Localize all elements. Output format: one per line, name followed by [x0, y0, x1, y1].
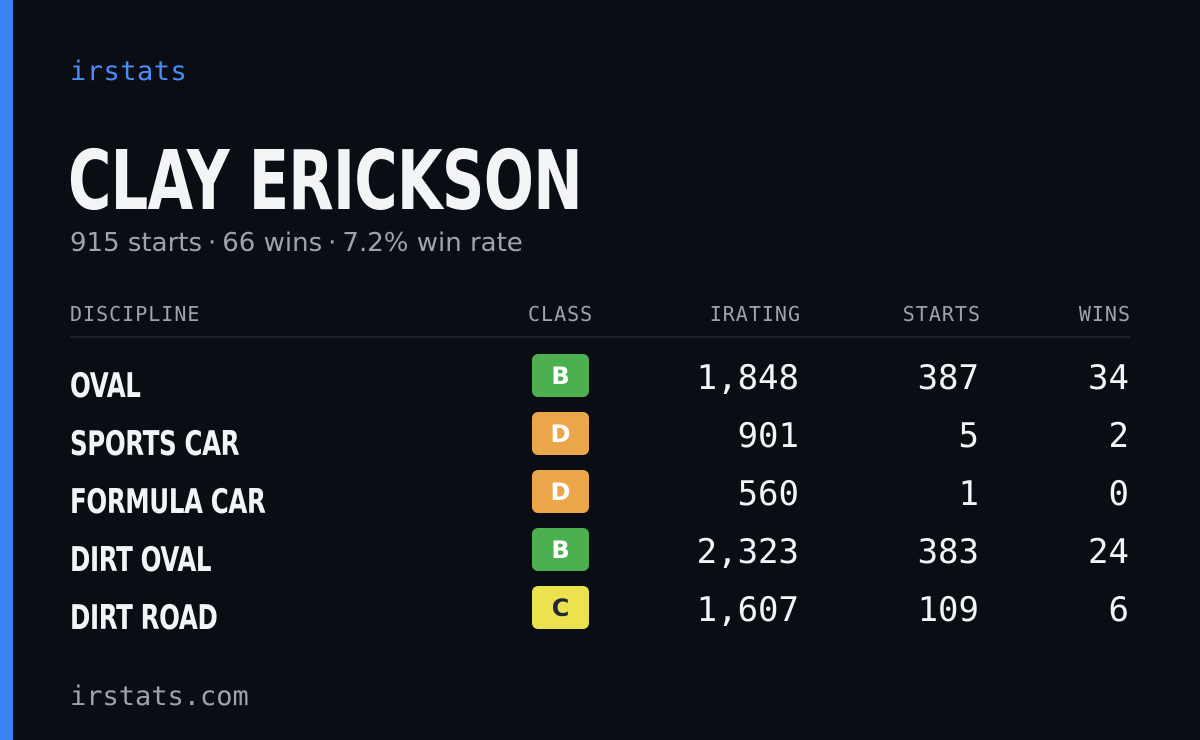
starts-value: 5 — [958, 416, 979, 456]
table-row: OVAL B 1,848 387 34 — [70, 354, 1131, 412]
discipline-name: DIRT ROAD — [70, 598, 218, 638]
starts-summary: 915 starts — [70, 228, 202, 258]
discipline-table: DISCIPLINE CLASS IRATING STARTS WINS OVA… — [70, 296, 1131, 644]
table-body: OVAL B 1,848 387 34 SPORTS CAR D 901 5 2… — [70, 338, 1131, 644]
header-discipline: DISCIPLINE — [70, 302, 201, 326]
table-header: DISCIPLINE CLASS IRATING STARTS WINS — [70, 296, 1131, 338]
wins-value: 6 — [1108, 590, 1129, 630]
class-badge: B — [532, 354, 589, 397]
win-rate-summary: 7.2% win rate — [342, 228, 523, 258]
discipline-name: FORMULA CAR — [70, 482, 266, 522]
starts-value: 109 — [917, 590, 979, 630]
brand-logo-text: irstats — [70, 56, 188, 87]
driver-name: CLAY ERICKSON — [68, 134, 583, 229]
irating-value: 901 — [737, 416, 799, 456]
starts-value: 1 — [958, 474, 979, 514]
discipline-name: OVAL — [70, 366, 141, 406]
summary-separator: · — [328, 228, 337, 258]
class-badge: C — [532, 586, 589, 629]
summary-separator: · — [208, 228, 217, 258]
table-row: DIRT ROAD C 1,607 109 6 — [70, 586, 1131, 644]
footer-url: irstats.com — [70, 681, 249, 712]
table-row: FORMULA CAR D 560 1 0 — [70, 470, 1131, 528]
table-row: DIRT OVAL B 2,323 383 24 — [70, 528, 1131, 586]
wins-summary: 66 wins — [222, 228, 323, 258]
discipline-name: SPORTS CAR — [70, 424, 240, 464]
header-irating: IRATING — [709, 302, 801, 326]
wins-value: 34 — [1088, 358, 1129, 398]
class-badge: D — [532, 412, 589, 455]
irating-value: 560 — [737, 474, 799, 514]
irating-value: 1,848 — [696, 358, 799, 398]
wins-value: 2 — [1108, 416, 1129, 456]
table-row: SPORTS CAR D 901 5 2 — [70, 412, 1131, 470]
accent-bar — [0, 0, 13, 740]
wins-value: 0 — [1108, 474, 1129, 514]
header-starts: STARTS — [902, 302, 981, 326]
driver-summary: 915 starts · 66 wins · 7.2% win rate — [70, 228, 523, 258]
discipline-name: DIRT OVAL — [70, 540, 212, 580]
class-badge: B — [532, 528, 589, 571]
irating-value: 1,607 — [696, 590, 799, 630]
header-wins: WINS — [1078, 302, 1131, 326]
wins-value: 24 — [1088, 532, 1129, 572]
irating-value: 2,323 — [696, 532, 799, 572]
starts-value: 383 — [917, 532, 979, 572]
starts-value: 387 — [917, 358, 979, 398]
header-class: CLASS — [528, 302, 594, 326]
class-badge: D — [532, 470, 589, 513]
